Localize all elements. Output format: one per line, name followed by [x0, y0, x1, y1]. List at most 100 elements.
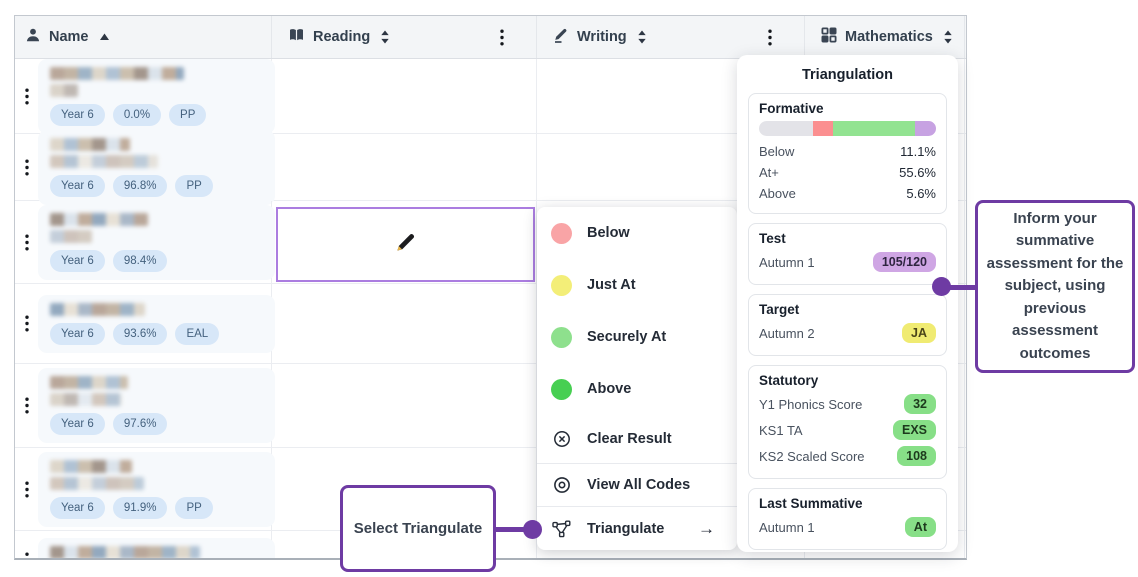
- column-header-mathematics[interactable]: Mathematics: [805, 16, 965, 58]
- menu-item-view-all-codes[interactable]: View All Codes: [537, 464, 737, 506]
- person-icon: [25, 27, 41, 47]
- target-section: Target Autumn 2 JA: [748, 294, 947, 356]
- menu-item-just-at[interactable]: Just At: [537, 259, 737, 311]
- row-label: KS1 TA: [759, 422, 803, 438]
- select-triangulate-connector-dot: [523, 520, 542, 539]
- book-icon: [288, 27, 305, 47]
- section-row: KS1 TA EXS: [759, 420, 936, 440]
- redacted-pupil-name: [50, 302, 145, 316]
- pupil-badge: Year 6: [50, 496, 105, 519]
- column-header-reading[interactable]: Reading: [272, 16, 537, 58]
- bar-segment: [812, 121, 834, 136]
- result-cell[interactable]: [805, 134, 965, 200]
- section-row: KS2 Scaled Score 108: [759, 446, 936, 466]
- statutory-section: Statutory Y1 Phonics Score 32 KS1 TA EXS KS2 …: [748, 365, 947, 479]
- sort-ascending-icon[interactable]: [99, 33, 110, 41]
- pupil-cell[interactable]: [15, 531, 275, 558]
- row-menu-kebab-icon[interactable]: [22, 315, 32, 332]
- triangulation-sections: Formative Below 11.1% At+ 55.6% Above 5.6% Test…: [748, 93, 947, 550]
- pencil-icon: [553, 27, 569, 47]
- row-menu-kebab-icon[interactable]: [22, 552, 32, 558]
- row-label: Y1 Phonics Score: [759, 396, 863, 412]
- row-menu-kebab-icon[interactable]: [22, 481, 32, 498]
- pupil-badge: Year 6: [50, 103, 105, 126]
- menu-item-above[interactable]: Above: [537, 363, 737, 415]
- menu-item-below[interactable]: Below: [537, 207, 737, 259]
- result-cell[interactable]: [272, 201, 537, 283]
- pupil-card[interactable]: Year 6 96.8% PP: [38, 129, 275, 205]
- row-menu-kebab-icon[interactable]: [22, 234, 32, 251]
- pupil-badge: PP: [175, 174, 213, 197]
- stat-label: Below: [759, 144, 795, 159]
- pupil-badge: PP: [175, 496, 213, 519]
- result-badge: At: [904, 517, 936, 537]
- result-cell[interactable]: [805, 364, 965, 447]
- column-menu-kebab-icon[interactable]: [768, 29, 772, 46]
- menu-item-label: Clear Result: [587, 431, 672, 447]
- result-cell[interactable]: [805, 531, 965, 558]
- result-cell[interactable]: [805, 284, 965, 363]
- redacted-pupil-name: [50, 66, 184, 80]
- pupil-card[interactable]: Year 6 97.6%: [38, 368, 275, 443]
- column-header-name[interactable]: Name: [15, 16, 272, 58]
- pupil-cell[interactable]: Year 6 96.8% PP: [15, 129, 275, 205]
- menu-divider: [537, 506, 737, 507]
- pupil-badge: EAL: [175, 322, 220, 345]
- result-cell[interactable]: [272, 284, 537, 363]
- result-badge: JA: [902, 323, 936, 343]
- result-cell[interactable]: [272, 59, 537, 133]
- result-cell[interactable]: [805, 201, 965, 283]
- bar-segment: [759, 121, 813, 136]
- column-header-writing[interactable]: Writing: [537, 16, 805, 58]
- last-summative-section: Last Summative Autumn 1 At: [748, 488, 947, 550]
- pupil-card[interactable]: Year 6 98.4%: [38, 204, 275, 280]
- sort-icon[interactable]: [943, 30, 953, 44]
- result-badge: 108: [897, 446, 936, 466]
- pupil-badge: 97.6%: [112, 413, 168, 435]
- stat-value: 55.6%: [899, 165, 936, 180]
- pupil-card[interactable]: Year 6 93.6% EAL: [38, 294, 275, 353]
- pupil-cell[interactable]: Year 6 98.4%: [15, 201, 275, 283]
- result-cell[interactable]: [272, 531, 537, 558]
- submenu-arrow-icon: →: [698, 518, 715, 538]
- section-title: Test: [759, 231, 786, 246]
- stat-label: At+: [759, 165, 779, 180]
- bar-segment: [914, 121, 936, 136]
- result-cell[interactable]: [805, 59, 965, 133]
- result-cell[interactable]: [272, 364, 537, 447]
- row-menu-kebab-icon[interactable]: [22, 159, 32, 176]
- menu-divider: [537, 463, 737, 464]
- redacted-pupil-name: [50, 154, 158, 168]
- menu-item-securely-at[interactable]: Securely At: [537, 311, 737, 363]
- row-menu-kebab-icon[interactable]: [22, 88, 32, 105]
- column-menu-kebab-icon[interactable]: [500, 29, 504, 46]
- result-cell[interactable]: [805, 448, 965, 530]
- pupil-badge: Year 6: [50, 174, 105, 197]
- pupil-card[interactable]: Year 6 91.9% PP: [38, 451, 275, 527]
- pupil-cell[interactable]: Year 6 91.9% PP: [15, 448, 275, 530]
- sort-icon[interactable]: [380, 30, 390, 44]
- pupil-cell[interactable]: Year 6 93.6% EAL: [15, 284, 275, 363]
- pupil-badge: 0.0%: [112, 103, 162, 126]
- pupil-card[interactable]: [38, 537, 275, 558]
- menu-item-triangulate[interactable]: Triangulate →: [537, 507, 737, 550]
- selected-result-cell[interactable]: [276, 207, 535, 282]
- sort-icon[interactable]: [637, 30, 647, 44]
- pupil-cell[interactable]: Year 6 0.0% PP: [15, 58, 275, 134]
- row-label: Autumn 1: [759, 519, 815, 535]
- pupil-cell[interactable]: Year 6 97.6%: [15, 364, 275, 447]
- callout-inform-summative: Inform your summative assessment for the…: [975, 200, 1135, 373]
- stat-value: 11.1%: [900, 144, 936, 159]
- section-row: Autumn 1 105/120: [759, 252, 936, 272]
- column-label: Name: [49, 29, 89, 45]
- below-color-dot: [551, 222, 572, 244]
- pupil-card[interactable]: Year 6 0.0% PP: [38, 58, 275, 134]
- result-cell[interactable]: [272, 134, 537, 200]
- table-header-row: Name Reading Writing Mathematics: [15, 16, 966, 59]
- section-title: Last Summative: [759, 496, 863, 511]
- result-cell[interactable]: [272, 448, 537, 530]
- result-badge: 32: [904, 394, 936, 414]
- redacted-pupil-name: [50, 545, 200, 558]
- row-menu-kebab-icon[interactable]: [22, 397, 32, 414]
- menu-item-clear-result[interactable]: Clear Result: [537, 415, 737, 463]
